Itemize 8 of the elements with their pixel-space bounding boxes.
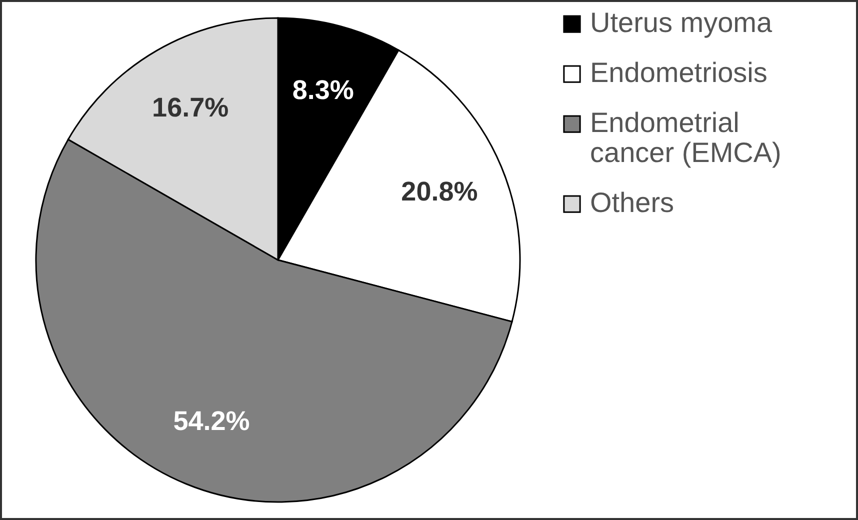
data-label: 20.8% xyxy=(401,176,478,207)
legend-label: Endometrial cancer (EMCA) xyxy=(590,107,782,168)
legend-label: Others xyxy=(590,187,674,218)
data-label: 16.7% xyxy=(152,92,229,123)
legend-label: Endometriosis xyxy=(590,57,768,88)
legend-label: Uterus myoma xyxy=(590,7,772,38)
data-label: 8.3% xyxy=(292,74,354,105)
data-label: 54.2% xyxy=(173,406,250,436)
